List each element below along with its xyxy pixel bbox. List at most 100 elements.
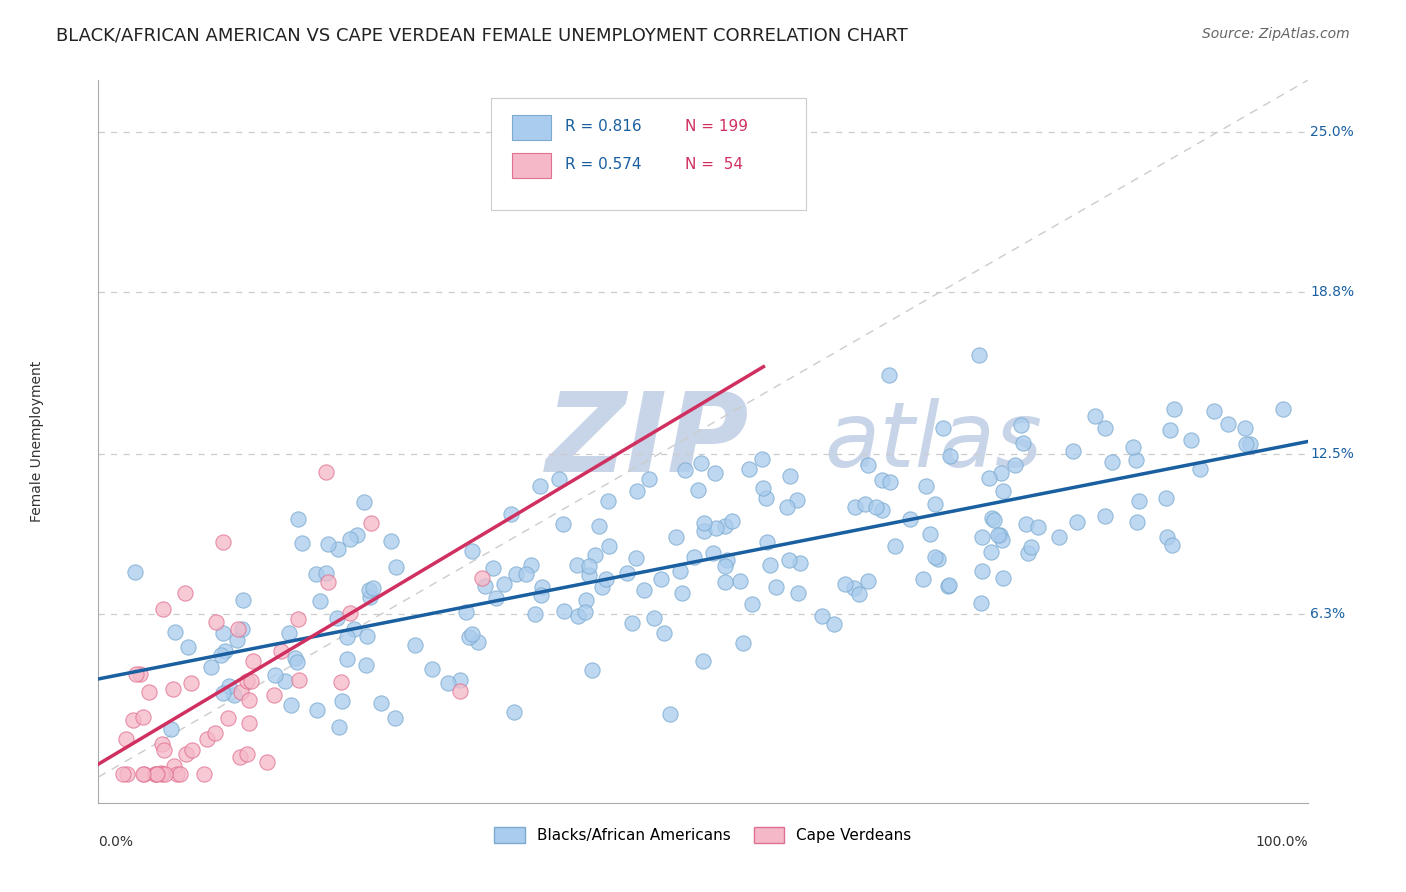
Point <box>702 545 724 559</box>
Point <box>1122 441 1144 455</box>
Point <box>263 689 285 703</box>
Point <box>129 667 152 681</box>
Point <box>1094 421 1116 435</box>
Point <box>633 582 655 597</box>
Point <box>834 577 856 591</box>
Point <box>449 684 471 698</box>
Point <box>759 558 782 573</box>
FancyBboxPatch shape <box>512 153 551 178</box>
Point <box>972 564 994 578</box>
Point <box>339 532 361 546</box>
Point <box>524 607 547 621</box>
Point <box>461 627 484 641</box>
Point <box>242 655 264 669</box>
Point <box>1126 515 1149 529</box>
Point <box>1066 515 1088 529</box>
Point <box>461 544 484 558</box>
Point <box>776 500 799 514</box>
Point <box>714 519 737 533</box>
Text: 100.0%: 100.0% <box>1256 835 1308 849</box>
Point <box>285 655 308 669</box>
Point <box>305 704 328 718</box>
Point <box>270 644 292 658</box>
Point <box>174 586 197 600</box>
Text: R = 0.574: R = 0.574 <box>565 157 641 172</box>
Point <box>575 593 598 607</box>
Text: Female Unemployment: Female Unemployment <box>30 361 44 522</box>
Point <box>990 466 1012 480</box>
Point <box>938 578 960 592</box>
Point <box>132 709 155 723</box>
Point <box>728 574 751 589</box>
Point <box>765 580 787 594</box>
Point <box>991 484 1014 499</box>
Point <box>671 586 693 600</box>
Point <box>654 626 676 640</box>
Point <box>1047 530 1070 544</box>
Point <box>284 651 307 665</box>
Point <box>150 737 173 751</box>
Point <box>471 571 494 585</box>
Point <box>231 622 253 636</box>
Legend: Blacks/African Americans, Cape Verdeans: Blacks/African Americans, Cape Verdeans <box>488 822 918 849</box>
Point <box>884 539 907 553</box>
Point <box>420 662 443 676</box>
Point <box>305 567 328 582</box>
Point <box>236 747 259 761</box>
Point <box>1216 417 1239 431</box>
Point <box>354 657 377 672</box>
Point <box>918 526 941 541</box>
Point <box>152 602 174 616</box>
Text: 18.8%: 18.8% <box>1310 285 1354 299</box>
Point <box>741 597 763 611</box>
Point <box>359 582 381 597</box>
Point <box>212 535 235 549</box>
Point <box>125 667 148 681</box>
Point <box>578 559 600 574</box>
Point <box>1128 493 1150 508</box>
Point <box>339 607 361 621</box>
Point <box>548 472 571 486</box>
Point <box>209 648 232 663</box>
Point <box>853 497 876 511</box>
Point <box>494 577 516 591</box>
Point <box>1004 458 1026 472</box>
Point <box>218 679 240 693</box>
Point <box>877 368 900 383</box>
Point <box>665 529 688 543</box>
Point <box>1010 417 1032 432</box>
Point <box>238 693 260 707</box>
Point <box>287 511 309 525</box>
Point <box>1021 540 1043 554</box>
Point <box>581 664 603 678</box>
Point <box>326 541 349 556</box>
Point <box>134 767 156 781</box>
Point <box>856 458 879 473</box>
FancyBboxPatch shape <box>492 98 806 211</box>
Point <box>1125 453 1147 467</box>
Point <box>503 705 526 719</box>
Point <box>643 610 665 624</box>
Point <box>177 640 200 655</box>
Point <box>505 567 527 582</box>
Point <box>716 553 738 567</box>
Point <box>1234 437 1257 451</box>
Point <box>574 606 596 620</box>
Point <box>1011 436 1033 450</box>
Point <box>217 711 239 725</box>
Point <box>291 536 314 550</box>
Point <box>704 466 727 480</box>
Text: 0.0%: 0.0% <box>98 835 134 849</box>
Point <box>786 492 808 507</box>
Point <box>591 580 613 594</box>
Point <box>737 461 759 475</box>
Point <box>988 528 1011 542</box>
Point <box>200 660 222 674</box>
Point <box>180 676 202 690</box>
Point <box>336 631 359 645</box>
Point <box>325 611 347 625</box>
Point <box>693 516 716 531</box>
Point <box>385 559 408 574</box>
Point <box>315 566 337 581</box>
Point <box>598 539 620 553</box>
